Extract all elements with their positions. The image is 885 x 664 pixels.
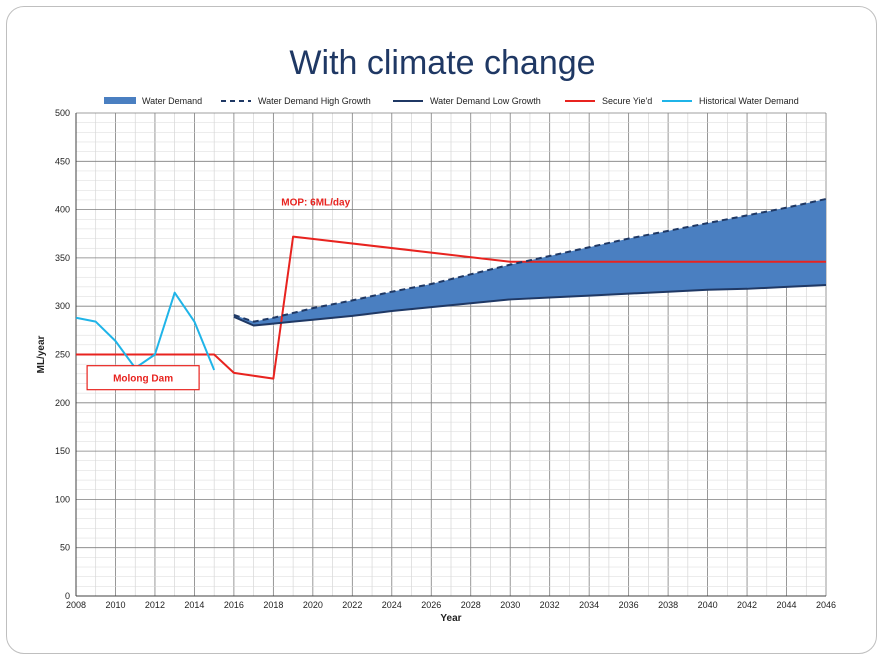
legend-swatch-dashed [221,100,251,102]
x-tick-label: 2016 [224,600,244,610]
annotation-mop: MOP: 6ML/day [281,198,350,209]
x-tick-label: 2026 [421,600,441,610]
legend-label: Water Demand Low Growth [430,96,541,106]
x-tick-label: 2014 [184,600,204,610]
series-line-high-growth [233,197,827,323]
x-tick-label: 2012 [145,600,165,610]
x-tick-label: 2044 [777,600,797,610]
y-tick-label: 100 [55,494,70,504]
y-tick-label: 150 [55,446,70,456]
annotation-box [86,365,200,391]
annotation-molong-dam: Molong Dam [113,374,173,385]
legend-label: Secure Yie'd [602,96,653,106]
y-axis-title: ML/year [36,335,47,373]
x-tick-label: 2038 [658,600,678,610]
y-tick-label: 0 [65,591,70,601]
x-tick-label: 2008 [66,600,86,610]
x-tick-label: 2032 [540,600,560,610]
y-tick-label: 500 [55,108,70,118]
x-tick-label: 2042 [737,600,757,610]
x-tick-label: 2036 [619,600,639,610]
y-tick-label: 300 [55,301,70,311]
y-tick-label: 450 [55,156,70,166]
legend-swatch-line [393,100,423,102]
x-tick-label: 2010 [105,600,125,610]
y-tick-label: 200 [55,398,70,408]
legend-swatch-area [104,97,136,104]
legend-swatch-line [662,100,692,102]
chart-marks [75,197,827,380]
series-line-low-growth [233,283,827,327]
slide-title: With climate change [289,44,596,82]
series-line-historical [75,291,216,371]
y-tick-label: 400 [55,205,70,215]
x-tick-label: 2040 [698,600,718,610]
legend-label: Water Demand High Growth [258,96,371,106]
y-tick-label: 350 [55,253,70,263]
x-tick-label: 2034 [579,600,599,610]
x-tick-label: 2028 [461,600,481,610]
x-tick-label: 2024 [382,600,402,610]
series-line-secure-yield [76,235,826,380]
legend-label: Water Demand [142,96,203,106]
x-axis-title: Year [440,613,461,624]
x-tick-label: 2022 [342,600,362,610]
legend-swatch-line [565,100,595,102]
x-tick-label: 2020 [303,600,323,610]
y-tick-label: 250 [55,350,70,360]
legend-label: Historical Water Demand [699,96,799,106]
chart-labels: 2008 2010 2012 2014 2016 2018 2020 2022 2024 2026… [36,108,836,624]
x-tick-label: 2018 [263,600,283,610]
x-tick-label: 2030 [500,600,520,610]
y-tick-label: 50 [60,543,70,553]
x-tick-label: 2046 [816,600,836,610]
